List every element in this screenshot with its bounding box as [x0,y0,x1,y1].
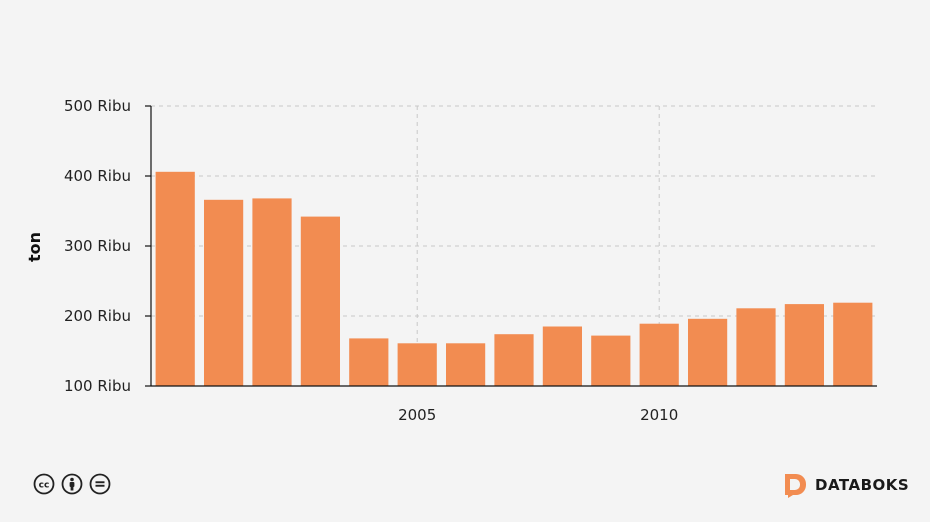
databoks-logo-icon [785,474,806,498]
y-tick-label: 400 Ribu [64,167,131,185]
databoks-brand[interactable]: DATABOKS [782,472,909,498]
bar-2007[interactable] [494,334,534,386]
cc-icon[interactable]: cc [33,473,55,495]
x-tick-label: 2010 [640,406,678,424]
x-tick-label: 2005 [398,406,436,424]
y-tick-label: 100 Ribu [64,377,131,395]
y-axis-title: ton [25,232,44,262]
bar-2001[interactable] [203,199,244,386]
y-tick-label: 300 Ribu [64,237,131,255]
bar-2008[interactable] [542,326,583,387]
bar-2004[interactable] [349,338,389,386]
svg-text:cc: cc [39,481,50,491]
bar-2000[interactable] [155,171,195,386]
nd-icon[interactable] [89,473,111,495]
bars [155,171,873,387]
y-tick-label: 500 Ribu [64,97,131,115]
bar-2009[interactable] [591,335,631,386]
x-axis-ticks: 2005 2010 [398,406,678,424]
bar-2014[interactable] [833,302,873,386]
bar-2012[interactable] [736,308,776,386]
y-tick-label: 200 Ribu [64,307,131,325]
bar-2010[interactable] [639,323,679,386]
bar-2002[interactable] [252,198,292,386]
license-icons: cc [33,473,111,495]
bar-2005[interactable] [397,343,437,386]
bar-2013[interactable] [784,304,825,386]
bar-2006[interactable] [445,343,486,386]
y-axis-ticks: 100 Ribu 200 Ribu 300 Ribu 400 Ribu 500 Ribu [64,97,151,395]
bar-2011[interactable] [687,318,728,386]
by-icon[interactable] [61,473,83,495]
bar-2003[interactable] [300,216,341,386]
brand-name: DATABOKS [815,476,910,494]
